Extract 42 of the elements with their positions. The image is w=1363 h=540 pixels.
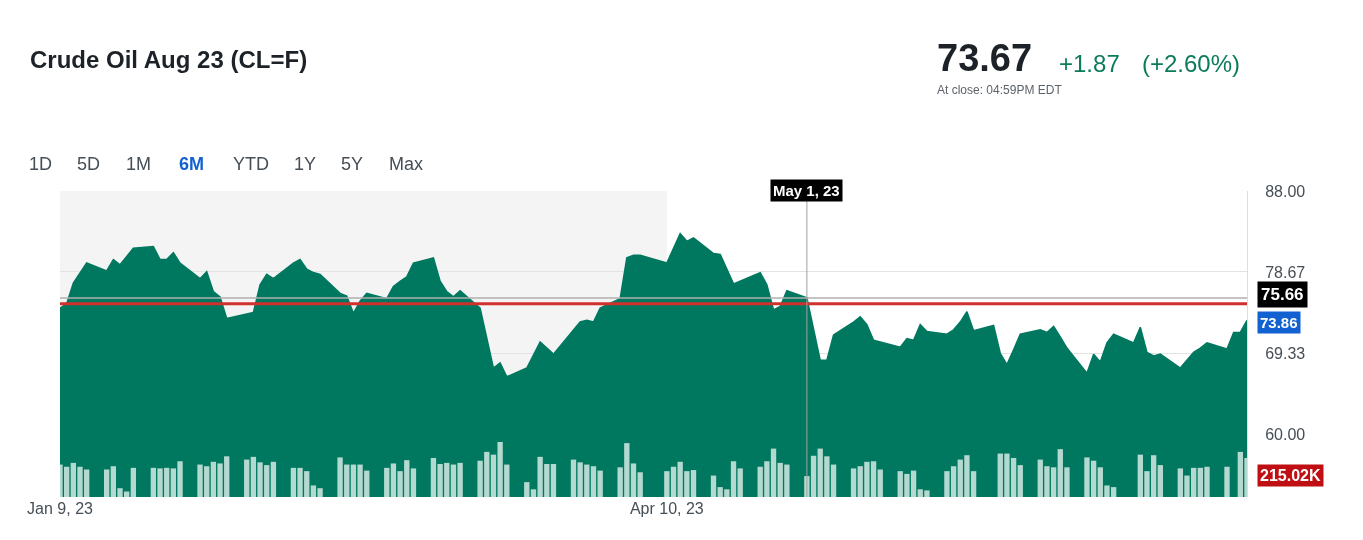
chart-title: Crude Oil Aug 23 (CL=F)	[30, 46, 308, 74]
bar	[637, 472, 643, 497]
text: 6M	[179, 154, 205, 174]
bar	[1224, 466, 1230, 497]
bar	[64, 466, 70, 497]
bar	[1157, 465, 1163, 497]
text: 5Y	[341, 154, 364, 174]
bar	[270, 461, 277, 497]
bar	[1017, 465, 1023, 497]
bar	[244, 459, 250, 497]
text: YTD	[233, 154, 269, 174]
text: (+2.60%)	[1142, 50, 1241, 77]
text: Max	[389, 154, 424, 174]
x-tick-label: Apr 10, 23	[629, 500, 704, 517]
text: 5D	[77, 154, 101, 174]
bar	[130, 467, 137, 497]
text: 73.86	[1260, 314, 1298, 331]
text: 215.02K	[1260, 467, 1321, 484]
bar	[550, 464, 557, 497]
y-tick-label: 60.00	[1265, 425, 1306, 443]
y-tick-label: 69.33	[1265, 344, 1306, 362]
text: +1.87	[1059, 50, 1120, 77]
bar	[710, 475, 717, 497]
bar	[384, 467, 390, 497]
bar	[850, 468, 857, 497]
y-tick-label: 88.00	[1265, 182, 1306, 200]
y-tick-label: 78.67	[1265, 263, 1306, 281]
text: 1D	[29, 154, 53, 174]
bar	[104, 469, 110, 497]
text: 1M	[126, 154, 152, 174]
text: 1Y	[294, 154, 317, 174]
x-tick-label: Jan 9, 23	[27, 500, 94, 517]
ref-line-label: May 1, 23	[773, 182, 840, 199]
bar	[877, 469, 883, 497]
bar	[737, 468, 743, 497]
bar	[410, 468, 417, 497]
bar	[524, 482, 530, 497]
bar	[1237, 451, 1243, 497]
text: At close: 04:59PM EDT	[937, 83, 1063, 97]
text: 73.67	[937, 37, 1033, 79]
bar	[630, 463, 637, 497]
ref-line-label: 75.66	[1261, 285, 1304, 304]
